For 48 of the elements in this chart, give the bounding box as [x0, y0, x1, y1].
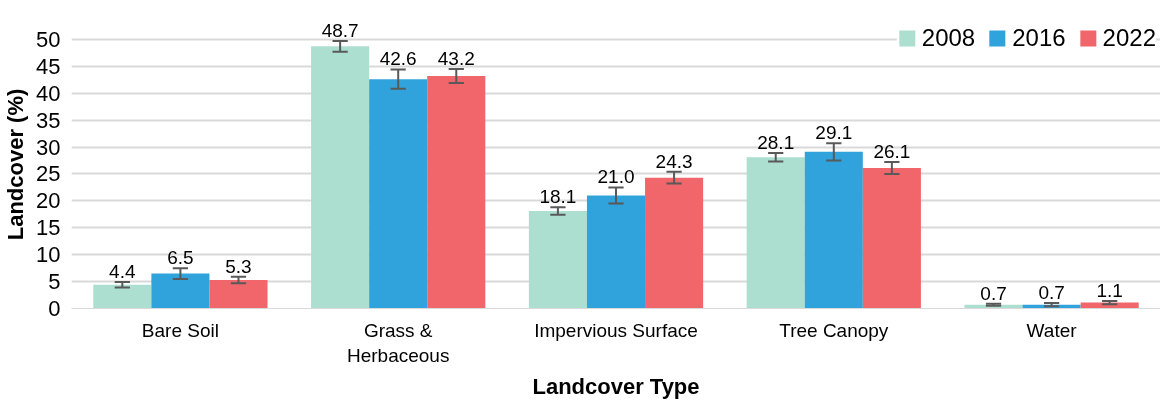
bar [311, 46, 370, 309]
data-label: 0.7 [980, 282, 1007, 304]
data-label: 18.1 [539, 186, 577, 208]
data-label: 0.7 [1038, 282, 1065, 304]
data-label: 29.1 [815, 122, 853, 144]
data-label: 21.0 [597, 166, 635, 188]
x-axis-title: Landcover Type [532, 373, 700, 399]
data-label: 48.7 [321, 19, 359, 41]
y-tick-label: 10 [36, 242, 61, 268]
bar [645, 177, 704, 309]
data-label: 6.5 [167, 247, 194, 269]
y-tick-label: 35 [36, 107, 61, 133]
data-label: 26.1 [873, 141, 911, 163]
y-tick-label: 45 [36, 53, 61, 79]
bar [586, 195, 646, 309]
y-axis-title: Landcover (%) [3, 88, 29, 241]
bar [369, 79, 428, 309]
data-label: 1.1 [1096, 279, 1123, 301]
data-label: 4.4 [109, 261, 136, 283]
data-label: 28.1 [757, 131, 795, 153]
data-label: 24.3 [655, 150, 693, 172]
y-tick-label: 30 [36, 134, 61, 160]
bar [528, 211, 587, 309]
y-tick-label: 25 [36, 161, 61, 187]
bar [151, 273, 210, 309]
y-tick-label: 0 [48, 296, 61, 321]
bar [746, 157, 805, 309]
bar [862, 168, 921, 309]
y-tick-label: 20 [36, 188, 61, 214]
x-tick-label: Water [1026, 319, 1078, 341]
data-label: 42.6 [379, 48, 417, 70]
y-tick-label: 50 [36, 26, 61, 52]
bar [804, 151, 863, 309]
x-tick-label: Tree Canopy [779, 319, 889, 341]
bar [427, 75, 486, 309]
y-tick-label: 15 [36, 215, 61, 241]
legend-label: 2016 [1012, 24, 1066, 52]
legend-label: 2008 [921, 24, 976, 52]
bar [209, 279, 268, 309]
y-tick-label: 40 [36, 80, 61, 106]
data-label: 5.3 [225, 255, 252, 277]
bar [93, 284, 152, 309]
x-tick-label: Impervious Surface [534, 319, 698, 341]
y-tick-label: 5 [48, 269, 61, 295]
x-tick-label: Bare Soil [141, 319, 219, 341]
legend-label: 2022 [1102, 24, 1156, 52]
data-label: 43.2 [437, 47, 475, 69]
x-tick-label: Grass & Herbaceous [346, 319, 450, 366]
